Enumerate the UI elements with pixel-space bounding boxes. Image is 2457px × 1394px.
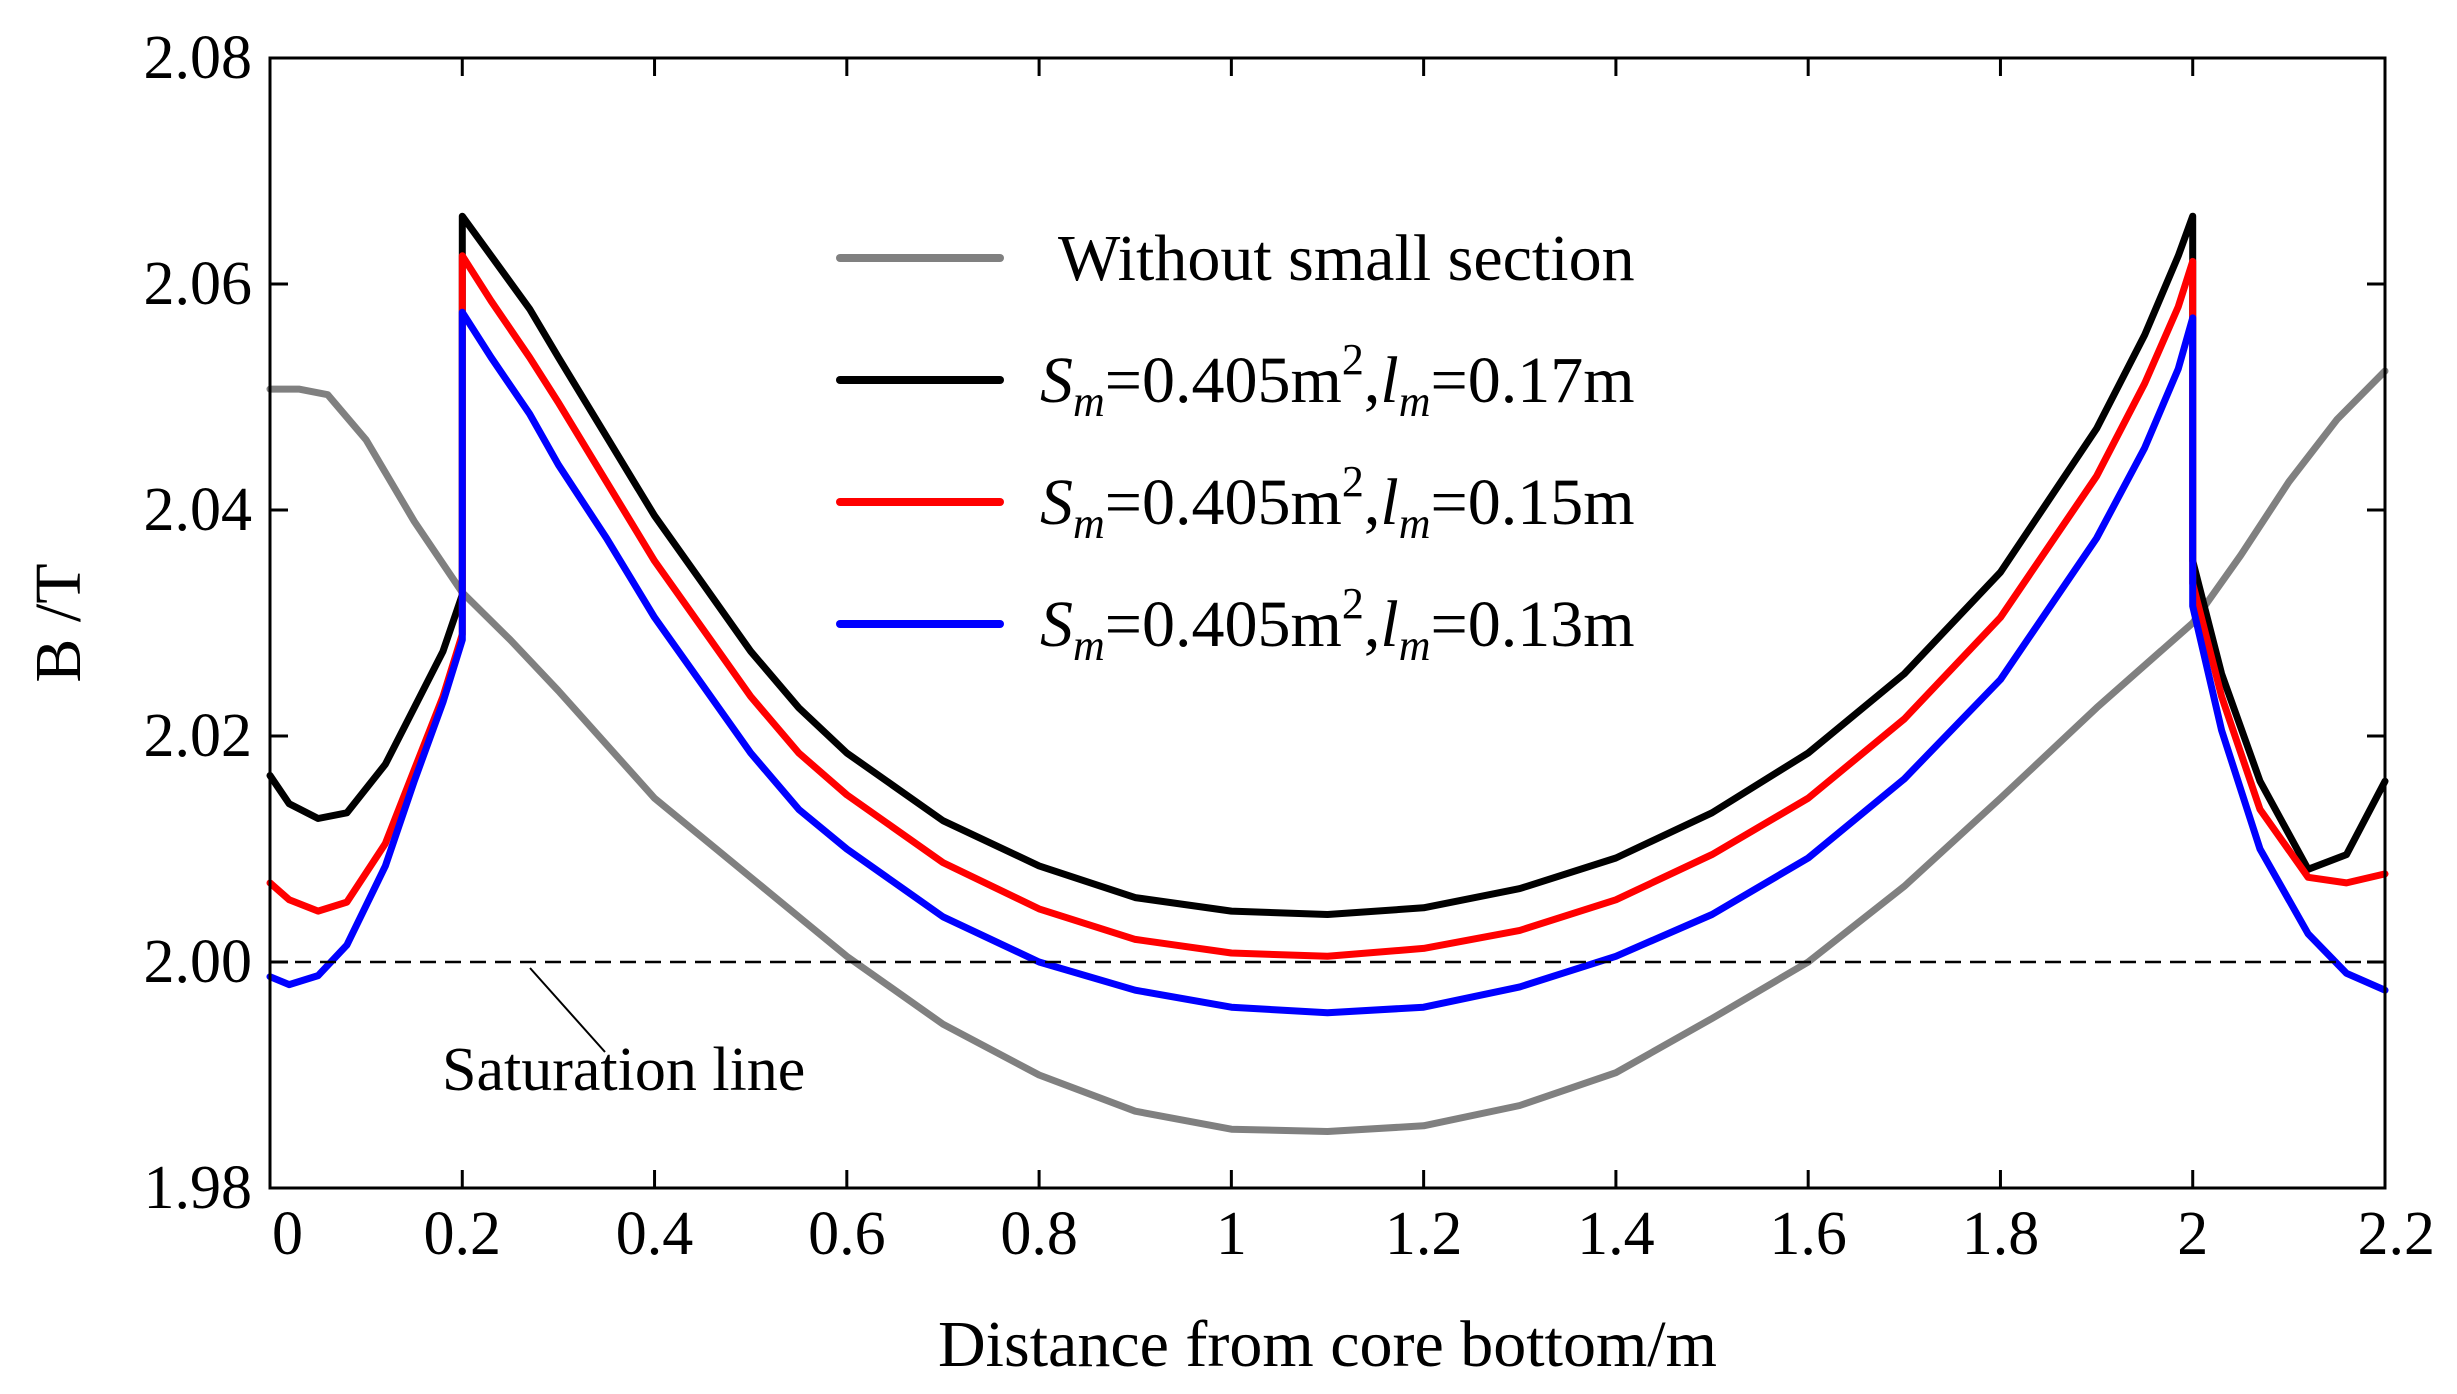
y-tick-label: 2.02 (144, 702, 253, 770)
plot-frame (268, 56, 2387, 1190)
x-tick-label: 0.8 (1000, 1200, 1078, 1268)
series-lines (266, 212, 2389, 1135)
y-tick-label: 2.08 (144, 24, 253, 92)
x-tick-label: 1.4 (1577, 1200, 1655, 1268)
x-tick-label: 0.6 (808, 1200, 886, 1268)
legend-label-sm-0-405m2-lm-0-13m: Sm=0.405m2,lm=0.13m (1040, 579, 1635, 670)
y-axis-ticks: 1.98 2.00 2.02 2.04 2.06 2.08 (144, 24, 2385, 1222)
y-tick-label: 2.06 (144, 250, 253, 318)
x-tick-label: 0.4 (616, 1200, 694, 1268)
series-line-sm-0-405m2-lm-0-13m (266, 308, 2389, 1017)
x-tick-label: 2.2 (2358, 1200, 2436, 1268)
x-tick-label: 0.2 (424, 1200, 502, 1268)
x-tick-label: 1 (1216, 1200, 1247, 1268)
series-line-without-small-section (266, 367, 2389, 1135)
legend-label-sm-0-405m2-lm-0-15m: Sm=0.405m2,lm=0.15m (1040, 457, 1635, 548)
x-tick-label: 1.6 (1769, 1200, 1847, 1268)
x-tick-label: 1.2 (1385, 1200, 1463, 1268)
x-axis-label: Distance from core bottom/m (938, 1308, 1717, 1381)
x-tick-label: 2 (2177, 1200, 2208, 1268)
legend-label-without-small-section: Without small section (1058, 222, 1635, 295)
y-tick-label: 2.04 (144, 476, 253, 544)
saturation-annotation: Saturation line (270, 960, 2385, 1104)
y-axis-label: B /T (22, 563, 95, 682)
x-tick-label: 1.8 (1962, 1200, 2040, 1268)
x-axis-ticks: 0 0.2 0.4 0.6 0.8 1 1.2 1.4 1.6 1.8 2 2.2 (268, 58, 2436, 1268)
saturation-label-pointer (529, 967, 606, 1053)
saturation-label: Saturation line (442, 1036, 805, 1104)
legend: Without small section Sm=0.405m2,lm=0.17m… (836, 222, 1635, 670)
y-tick-label: 2.00 (144, 928, 253, 996)
series-line-sm-0-405m2-lm-0-17m (266, 212, 2389, 918)
x-tick-label: 0 (272, 1200, 303, 1268)
legend-label-sm-0-405m2-lm-0-17m: Sm=0.405m2,lm=0.17m (1040, 335, 1635, 426)
y-tick-label: 1.98 (144, 1154, 253, 1222)
